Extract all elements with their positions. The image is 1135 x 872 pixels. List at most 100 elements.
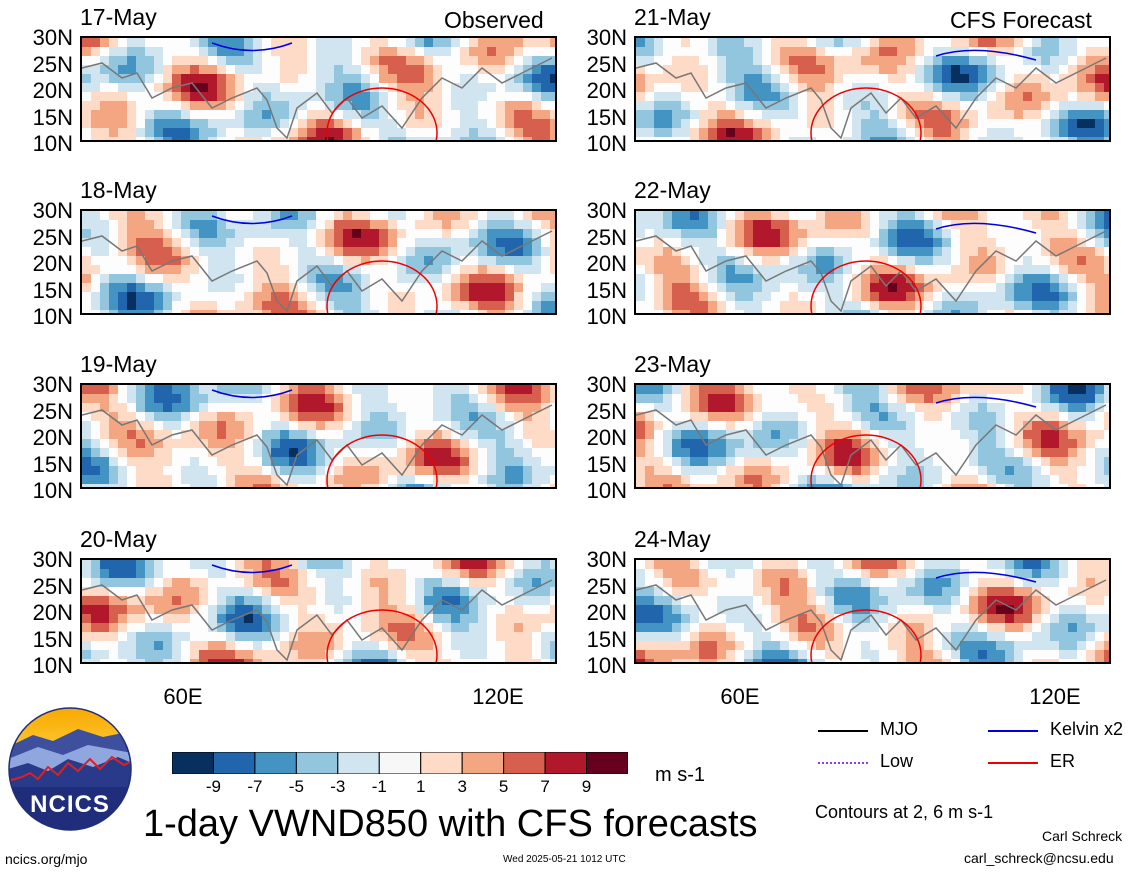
- colorbar-label: -7: [247, 777, 263, 796]
- kelvin-contour: [935, 571, 1037, 583]
- colorbar-swatch: [295, 751, 339, 775]
- legend-label-low: Low: [880, 751, 914, 771]
- y-tick-10n-20-may: 10N: [32, 653, 73, 678]
- panel-24-may: [634, 558, 1111, 664]
- colorbar-unit: m s-1: [655, 764, 705, 786]
- kelvin-contour: [211, 564, 293, 574]
- y-tick-15n-21-may: 15N: [586, 104, 627, 130]
- kelvin-contour: [935, 222, 1037, 234]
- colorbar-swatch: [461, 751, 505, 775]
- legend-line-er: [988, 762, 1038, 764]
- contour-note: Contours at 2, 6 m s-1: [815, 802, 994, 822]
- coastline: [82, 230, 553, 313]
- panel-map-21-may: [636, 38, 1109, 140]
- y-tick-15n-23-may: 15N: [586, 451, 627, 477]
- y-tick-30n-22-may: 30N: [586, 198, 627, 223]
- colorbar-label: 9: [581, 777, 592, 796]
- panel-19-may: [80, 383, 557, 489]
- panel-map-24-may: [636, 560, 1109, 662]
- author-name: Carl Schreck: [1042, 828, 1123, 844]
- panel-21-may: [634, 36, 1111, 142]
- colorbar-label: -9: [205, 777, 222, 796]
- y-tick-20n-17-may: 20N: [32, 78, 73, 103]
- panel-map-17-may: [82, 38, 555, 140]
- y-tick-20n-20-may: 20N: [32, 600, 73, 625]
- y-tick-30n-19-may: 30N: [32, 372, 73, 397]
- panel-22-may: [634, 209, 1111, 315]
- kelvin-contour: [211, 42, 293, 52]
- author-email: carl_schreck@ncsu.edu: [964, 850, 1114, 866]
- coastline: [636, 404, 1107, 487]
- er-contour: [810, 434, 922, 487]
- panel-map-22-may: [636, 211, 1109, 313]
- y-tick-10n-19-may: 10N: [32, 478, 73, 503]
- colorbar-swatch: [420, 751, 463, 775]
- er-contour: [810, 87, 922, 140]
- y-tick-15n-17-may: 15N: [32, 104, 73, 130]
- y-tick-30n-21-may: 30N: [586, 25, 627, 50]
- y-tick-15n-19-may: 15N: [32, 451, 73, 477]
- colorbar-label: -3: [330, 777, 346, 796]
- y-tick-10n-21-may: 10N: [586, 131, 627, 156]
- colorbar-label: -5: [288, 777, 304, 796]
- panel-map-18-may: [82, 211, 555, 313]
- y-tick-30n-17-may: 30N: [32, 25, 73, 50]
- y-tick-25n-23-may: 25N: [586, 398, 627, 424]
- y-tick-10n-23-may: 10N: [586, 478, 627, 503]
- panel-23-may: [634, 383, 1111, 489]
- y-tick-20n-22-may: 20N: [586, 251, 627, 276]
- colorbar-swatch: [503, 751, 546, 775]
- panel-date-23-may: 23-May: [634, 351, 711, 377]
- panel-date-19-may: 19-May: [80, 351, 157, 377]
- colorbar-swatch: [171, 751, 214, 775]
- colorbar-swatch: [337, 751, 380, 775]
- panel-17-may: [80, 36, 557, 142]
- colorbar-label: 7: [540, 777, 550, 796]
- x-tick-60e-right: 60E: [720, 684, 760, 709]
- y-tick-10n-22-may: 10N: [586, 304, 627, 329]
- colorbar-swatch: [544, 751, 588, 775]
- column-header-cfs-forecast: CFS Forecast: [950, 7, 1092, 33]
- logo-text: NCICS: [30, 791, 110, 818]
- coastline: [636, 57, 1107, 140]
- y-tick-20n-23-may: 20N: [586, 425, 627, 450]
- kelvin-contour: [211, 215, 293, 225]
- colorbar-swatch: [378, 751, 422, 775]
- er-contour: [326, 260, 438, 313]
- shading-field: [82, 560, 555, 662]
- legend-label-er: ER: [1050, 751, 1076, 771]
- x-tick-120e-left: 120E: [472, 684, 524, 709]
- panel-date-22-may: 22-May: [634, 177, 711, 203]
- x-tick-60e-left: 60E: [163, 684, 203, 709]
- y-tick-25n-24-may: 25N: [586, 573, 627, 599]
- y-tick-30n-24-may: 30N: [586, 547, 627, 572]
- panel-map-23-may: [636, 385, 1109, 487]
- y-tick-15n-20-may: 15N: [32, 626, 73, 652]
- colorbar-label: 3: [457, 777, 467, 796]
- y-tick-20n-18-may: 20N: [32, 251, 73, 276]
- panel-date-20-may: 20-May: [80, 526, 157, 552]
- legend-line-kelvin-x2: [988, 730, 1038, 732]
- panel-20-may: [80, 558, 557, 664]
- coastline: [82, 404, 553, 487]
- y-tick-30n-23-may: 30N: [586, 372, 627, 397]
- kelvin-contour: [935, 49, 1037, 61]
- y-tick-10n-18-may: 10N: [32, 304, 73, 329]
- colorbar-swatch: [254, 751, 297, 775]
- shading-field: [636, 211, 1109, 313]
- panel-date-24-may: 24-May: [634, 526, 711, 552]
- colorbar: [171, 751, 629, 779]
- colorbar-label: -1: [371, 777, 387, 796]
- legend-line-mjo: [818, 730, 868, 732]
- y-tick-25n-19-may: 25N: [32, 398, 73, 424]
- coastline: [82, 57, 553, 140]
- legend-label-mjo: MJO: [880, 719, 918, 739]
- y-tick-20n-21-may: 20N: [586, 78, 627, 103]
- er-contour: [326, 87, 438, 140]
- y-tick-25n-21-may: 25N: [586, 51, 627, 77]
- panel-map-19-may: [82, 385, 555, 487]
- y-tick-10n-24-may: 10N: [586, 653, 627, 678]
- shading-field: [636, 560, 1109, 662]
- panel-map-20-may: [82, 560, 555, 662]
- y-tick-20n-19-may: 20N: [32, 425, 73, 450]
